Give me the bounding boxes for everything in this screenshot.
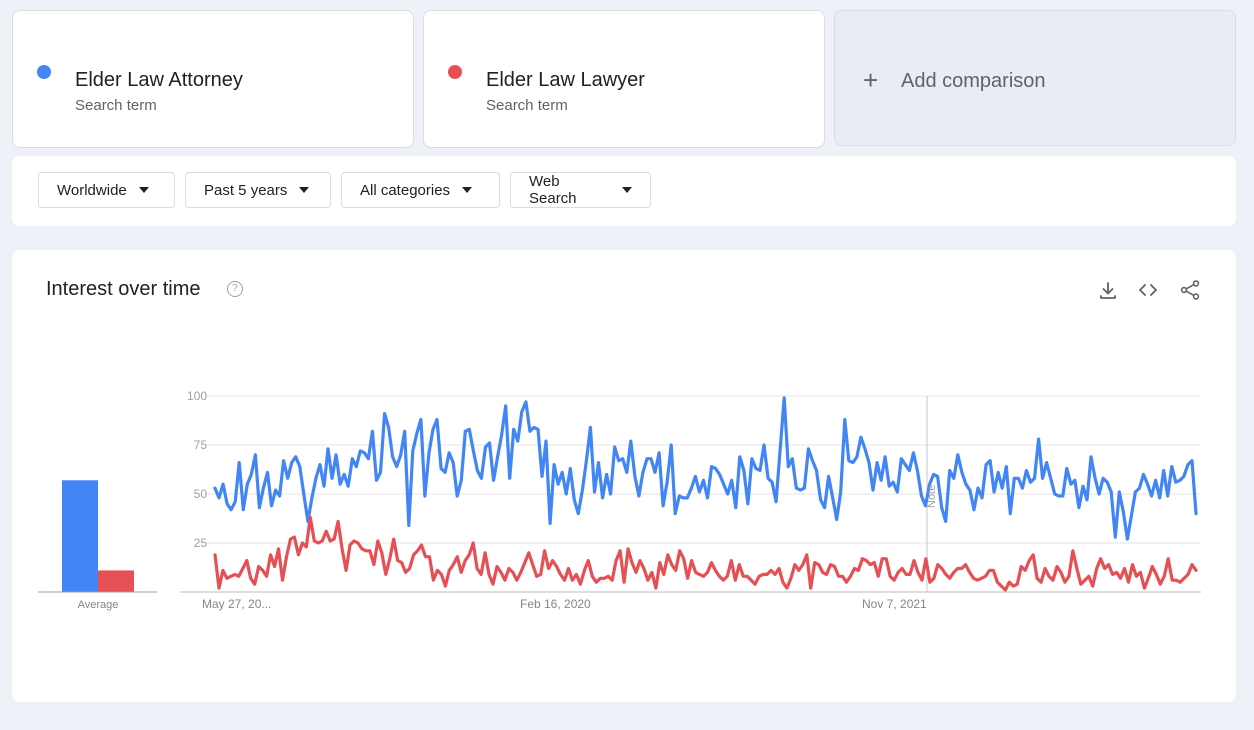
time-filter[interactable]: Past 5 years xyxy=(185,172,331,208)
series-line-1 xyxy=(213,396,1198,541)
series-line-2 xyxy=(213,515,1198,592)
interest-over-time-panel: Interest over time ? Average 25 50 75 100 Ma… xyxy=(12,250,1236,702)
x-tick-label: Nov 7, 2021 xyxy=(862,597,927,611)
search-term-card-2[interactable]: Elder Law Lawyer Search term xyxy=(423,10,825,148)
download-icon[interactable] xyxy=(1096,278,1120,302)
search-term-card-1[interactable]: Elder Law Attorney Search term xyxy=(12,10,414,148)
average-bar xyxy=(98,570,134,592)
y-tick-label: 100 xyxy=(187,389,207,403)
share-icon[interactable] xyxy=(1178,278,1202,302)
note-marker-label: Note xyxy=(926,485,938,508)
chart-labels: 25 50 75 100 May 27, 20... Feb 16, 2020 Nov 7,… xyxy=(187,389,938,611)
category-filter[interactable]: All categories xyxy=(341,172,500,208)
embed-icon[interactable] xyxy=(1136,278,1160,302)
x-tick-label: May 27, 20... xyxy=(202,597,271,611)
plus-icon: + xyxy=(863,65,879,95)
caret-down-icon xyxy=(462,187,473,193)
property-filter-label: Web Search xyxy=(529,173,577,207)
average-bar-chart: Average xyxy=(38,480,157,611)
interest-over-time-chart: Average 25 50 75 100 May 27, 20... Feb 16, 20… xyxy=(38,389,1201,611)
caret-down-icon xyxy=(138,187,149,193)
panel-title: Interest over time xyxy=(46,278,201,300)
caret-down-icon xyxy=(299,187,310,193)
average-label: Average xyxy=(78,599,119,611)
series-color-dot xyxy=(448,65,462,79)
add-comparison-button[interactable]: + Add comparison xyxy=(834,10,1236,146)
x-tick-label: Feb 16, 2020 xyxy=(520,597,591,611)
category-filter-label: All categories xyxy=(360,181,451,199)
search-term-name[interactable]: Elder Law Lawyer xyxy=(486,69,645,91)
caret-down-icon xyxy=(622,187,632,193)
help-icon[interactable]: ? xyxy=(227,281,243,297)
search-term-type: Search term xyxy=(75,97,157,114)
region-filter[interactable]: Worldwide xyxy=(38,172,175,208)
add-comparison-label: Add comparison xyxy=(901,70,1046,92)
search-term-name[interactable]: Elder Law Attorney xyxy=(75,69,243,91)
property-filter[interactable]: Web Search xyxy=(510,172,651,208)
filters-bar: Worldwide Past 5 years All categories We… xyxy=(12,156,1236,226)
average-bar xyxy=(62,480,98,592)
time-filter-label: Past 5 years xyxy=(204,181,288,199)
region-filter-label: Worldwide xyxy=(57,181,127,199)
search-term-type: Search term xyxy=(486,97,568,114)
y-tick-label: 75 xyxy=(194,438,208,452)
y-tick-label: 50 xyxy=(194,487,208,501)
y-tick-label: 25 xyxy=(194,536,208,550)
chart-series xyxy=(213,396,1198,592)
series-color-dot xyxy=(37,65,51,79)
